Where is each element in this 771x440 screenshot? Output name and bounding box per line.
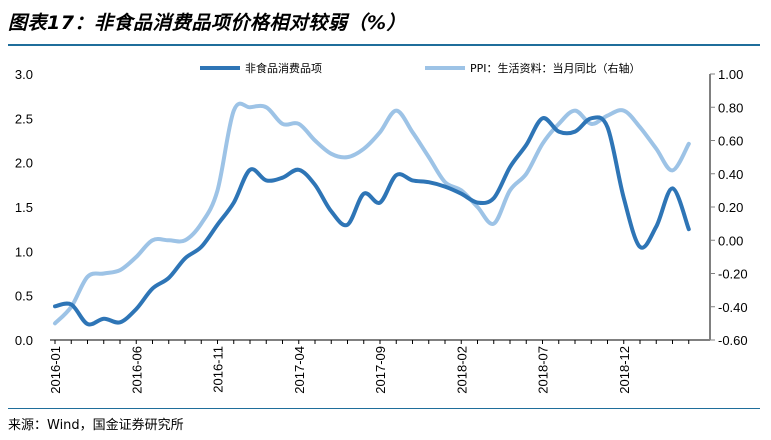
- right-axis-ticks: 1.00 0.80 0.60 0.40 0.20 0.00 -0.20 -0.40 -0.60: [710, 67, 748, 348]
- left-tick-label: 0.0: [15, 333, 33, 348]
- right-tick-label: 0.80: [718, 100, 743, 115]
- left-axis-ticks: 3.0 2.5 2.0 1.5 1.0 0.5 0.0: [15, 67, 33, 348]
- legend-label-series-1: 非食品消费品项: [245, 61, 322, 75]
- right-tick-label: 0.00: [718, 233, 743, 248]
- footer-rule: [8, 408, 760, 409]
- right-tick-label: 0.60: [718, 134, 743, 149]
- left-tick-label: 0.5: [15, 289, 33, 304]
- x-tick-label: 2018-07: [536, 346, 551, 394]
- left-tick-label: 2.5: [15, 111, 33, 126]
- x-tick-label: 2018-02: [454, 346, 469, 394]
- left-tick-label: 1.5: [15, 200, 33, 215]
- right-tick-label: -0.20: [718, 267, 748, 282]
- right-tick-label: -0.60: [718, 333, 748, 348]
- left-tick-label: 3.0: [15, 67, 33, 82]
- source-note: 来源：Wind，国金证券研究所: [8, 418, 184, 433]
- left-tick-label: 2.0: [15, 156, 33, 171]
- chart: 3.0 2.5 2.0 1.5 1.0 0.5 0.0 1.00 0.80 0.60 0.40 0.…: [15, 61, 748, 394]
- legend: 非食品消费品项 PPI：生活资料：当月同比（右轴）: [200, 61, 641, 75]
- series-layer: [53, 101, 691, 327]
- series-line-2: [53, 101, 691, 326]
- x-tick-label: 2016-01: [48, 346, 63, 394]
- right-tick-label: 0.20: [718, 200, 743, 215]
- right-tick-label: 1.00: [718, 67, 743, 82]
- x-axis-ticks: 2016-01 2016-06 2016-11 2017-04 2017-09 2018-…: [48, 340, 690, 394]
- x-tick-label: 2017-04: [292, 346, 307, 394]
- x-tick-label: 2016-11: [211, 346, 226, 393]
- chart-title: 图表17：非食品消费品项价格相对较弱（%）: [8, 12, 406, 34]
- right-tick-label: 0.40: [718, 167, 743, 182]
- left-tick-label: 1.0: [15, 244, 33, 259]
- x-tick-label: 2018-12: [617, 346, 632, 394]
- legend-label-series-2: PPI：生活资料：当月同比（右轴）: [470, 61, 641, 75]
- title-rule: [8, 44, 760, 46]
- x-tick-label: 2017-09: [373, 346, 388, 394]
- right-tick-label: -0.40: [718, 300, 748, 315]
- series-line-1: [53, 115, 691, 327]
- x-tick-label: 2016-06: [129, 346, 144, 394]
